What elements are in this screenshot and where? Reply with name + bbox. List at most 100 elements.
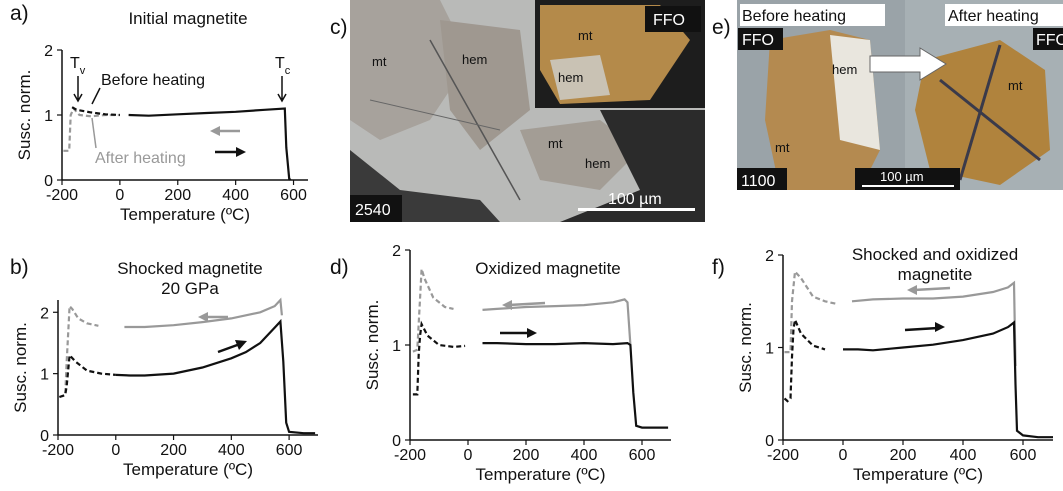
y-axis-label: Susc. norm. (363, 300, 382, 391)
y-tick-label: 0 (392, 433, 401, 450)
x-tick-label: 600 (1010, 447, 1037, 464)
y-tick-label: 0 (765, 433, 774, 450)
image-label: Before heating (742, 8, 846, 25)
arrow-cooling (509, 303, 545, 305)
x-axis-label: Temperature (ºC) (476, 465, 606, 484)
image-label: mt (1008, 78, 1023, 93)
y-axis-label: Susc. norm. (15, 70, 34, 161)
micrograph-c: c) mt hem FFO mt hem mt hem 2540 100 µm (330, 0, 705, 222)
chart-title: 20 GPa (161, 279, 219, 298)
y-tick-label: 1 (765, 341, 774, 358)
x-tick-label: 400 (218, 442, 245, 459)
annotation: After heating (95, 150, 186, 167)
x-axis-label: Temperature (ºC) (123, 460, 253, 479)
image-label: mt (578, 28, 593, 43)
scale-label: 100 µm (880, 169, 924, 184)
image-label: FFO (1036, 32, 1063, 49)
figure: c) mt hem FFO mt hem mt hem 2540 100 µm … (0, 0, 1063, 491)
annotation: Tc (275, 55, 291, 77)
y-tick-label: 1 (40, 367, 49, 384)
chart-title: Oxidized magnetite (475, 259, 621, 278)
image-label: 2540 (355, 202, 391, 219)
x-tick-label: 400 (222, 187, 249, 204)
x-tick-label: 400 (950, 447, 977, 464)
x-tick-label: 400 (571, 447, 598, 464)
micrograph-e: e) Before heating After heating FFO FFO … (712, 0, 1063, 190)
image-label: mt (548, 136, 563, 151)
pointer (92, 118, 96, 148)
chart-title: magnetite (898, 265, 973, 284)
arrow-heating (218, 344, 240, 352)
x-tick-label: 0 (115, 187, 124, 204)
series-line (124, 300, 282, 327)
image-label: 1100 (741, 173, 776, 190)
chart-title: Initial magnetite (128, 9, 247, 28)
chart: f)Shocked and oxidizedmagnetite-20002004… (712, 245, 1053, 484)
panel-label: f) (712, 256, 725, 279)
x-axis-label: Temperature (ºC) (853, 465, 983, 484)
arrow-cooling (914, 288, 950, 290)
series-line (852, 283, 1016, 366)
y-tick-label: 1 (392, 338, 401, 355)
image-label: hem (462, 52, 487, 67)
arrowhead (198, 312, 208, 322)
arrowhead (210, 126, 220, 136)
arrowhead (907, 285, 917, 295)
y-axis-label: Susc. norm. (736, 302, 755, 393)
image-label: After heating (948, 8, 1039, 25)
x-tick-label: 200 (164, 187, 191, 204)
image-label: hem (585, 156, 610, 171)
arrowhead (935, 322, 945, 332)
arrow (74, 76, 82, 101)
x-tick-label: 600 (629, 447, 656, 464)
series-line (483, 343, 669, 428)
panel-label: a) (10, 2, 29, 25)
arrowhead (236, 147, 246, 157)
x-tick-label: 200 (890, 447, 917, 464)
scale-bar (862, 185, 954, 187)
y-axis-label: Susc. norm. (11, 322, 30, 413)
panel-label: b) (10, 256, 29, 279)
image-label: hem (558, 70, 583, 85)
series-line (116, 322, 315, 434)
scale-bar (578, 208, 695, 211)
series-line (843, 323, 1053, 438)
panel-label: c) (330, 16, 348, 39)
panel-label: d) (330, 256, 349, 279)
y-tick-label: 0 (40, 428, 49, 445)
image-label: hem (832, 62, 857, 77)
image-label: mt (372, 54, 387, 69)
series-line (59, 306, 98, 397)
chart-title: Shocked magnetite (117, 259, 263, 278)
series-line (413, 324, 465, 394)
x-tick-label: 0 (111, 442, 120, 459)
y-tick-label: 1 (44, 108, 53, 125)
annotation: Before heating (101, 72, 205, 89)
y-tick-label: 2 (765, 248, 774, 265)
image-label: mt (775, 140, 790, 155)
x-axis-label: Temperature (ºC) (120, 205, 250, 224)
x-tick-label: 200 (160, 442, 187, 459)
arrow-heating (905, 328, 938, 330)
y-tick-label: 0 (44, 173, 53, 190)
series-line (129, 109, 291, 181)
x-tick-label: 600 (280, 187, 307, 204)
y-tick-label: 2 (40, 305, 49, 322)
scale-label: 100 µm (608, 191, 662, 208)
image-label: FFO (742, 32, 774, 49)
panel-label: e) (712, 16, 731, 39)
x-tick-label: 0 (464, 447, 473, 464)
chart-title: Shocked and oxidized (852, 245, 1018, 264)
annotation: Tv (70, 55, 86, 77)
y-tick-label: 2 (392, 243, 401, 260)
x-tick-label: 0 (839, 447, 848, 464)
pointer (92, 88, 100, 104)
x-tick-label: 600 (276, 442, 303, 459)
image-label: FFO (653, 12, 685, 29)
y-tick-label: 2 (44, 43, 53, 60)
x-tick-label: 200 (513, 447, 540, 464)
arrowhead (527, 328, 537, 338)
